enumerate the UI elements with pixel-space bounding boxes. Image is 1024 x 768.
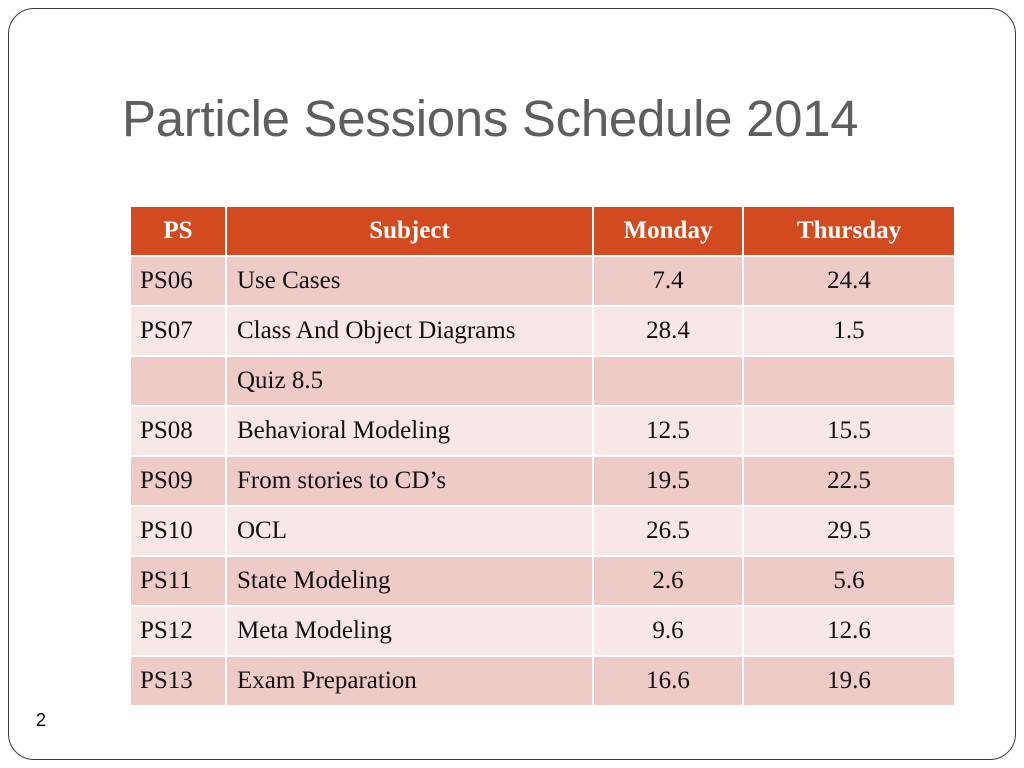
cell-ps: PS10 (129, 505, 227, 557)
cell-monday: 26.5 (592, 505, 744, 557)
cell-thursday: 29.5 (742, 505, 956, 557)
cell-monday: 28.4 (592, 305, 744, 357)
cell-thursday: 24.4 (742, 255, 956, 307)
table-row: PS13 Exam Preparation 16.6 19.6 (129, 655, 956, 707)
cell-thursday (742, 355, 956, 407)
cell-subject: Quiz 8.5 (225, 355, 594, 407)
cell-thursday: 22.5 (742, 455, 956, 507)
schedule-table: PS Subject Monday Thursday PS06 Use Case… (129, 205, 956, 707)
cell-ps: PS07 (129, 305, 227, 357)
cell-subject: State Modeling (225, 555, 594, 607)
cell-subject: Exam Preparation (225, 655, 594, 707)
cell-ps: PS08 (129, 405, 227, 457)
cell-monday (592, 355, 744, 407)
cell-monday: 16.6 (592, 655, 744, 707)
header-ps: PS (129, 205, 227, 257)
cell-ps: PS09 (129, 455, 227, 507)
cell-subject: Use Cases (225, 255, 594, 307)
cell-thursday: 19.6 (742, 655, 956, 707)
cell-monday: 7.4 (592, 255, 744, 307)
cell-monday: 19.5 (592, 455, 744, 507)
cell-subject: Class And Object Diagrams (225, 305, 594, 357)
table-header-row: PS Subject Monday Thursday (129, 205, 956, 257)
table-row: PS09 From stories to CD’s 19.5 22.5 (129, 455, 956, 507)
slide-title: Particle Sessions Schedule 2014 (122, 90, 859, 147)
header-monday: Monday (592, 205, 744, 257)
cell-subject: OCL (225, 505, 594, 557)
cell-thursday: 5.6 (742, 555, 956, 607)
cell-thursday: 12.6 (742, 605, 956, 657)
table-row: PS12 Meta Modeling 9.6 12.6 (129, 605, 956, 657)
cell-thursday: 15.5 (742, 405, 956, 457)
cell-ps: PS11 (129, 555, 227, 607)
page-number: 2 (36, 710, 47, 730)
cell-ps (129, 355, 227, 407)
cell-thursday: 1.5 (742, 305, 956, 357)
cell-subject: Meta Modeling (225, 605, 594, 657)
cell-ps: PS12 (129, 605, 227, 657)
table-row: PS10 OCL 26.5 29.5 (129, 505, 956, 557)
table-row: PS07 Class And Object Diagrams 28.4 1.5 (129, 305, 956, 357)
header-subject: Subject (225, 205, 594, 257)
table-row: PS11 State Modeling 2.6 5.6 (129, 555, 956, 607)
table-row: Quiz 8.5 (129, 355, 956, 407)
cell-subject: Behavioral Modeling (225, 405, 594, 457)
slide-frame: Particle Sessions Schedule 2014 PS Subje… (8, 8, 1016, 760)
cell-monday: 9.6 (592, 605, 744, 657)
table-row: PS08 Behavioral Modeling 12.5 15.5 (129, 405, 956, 457)
cell-monday: 12.5 (592, 405, 744, 457)
cell-ps: PS13 (129, 655, 227, 707)
cell-subject: From stories to CD’s (225, 455, 594, 507)
cell-monday: 2.6 (592, 555, 744, 607)
table-row: PS06 Use Cases 7.4 24.4 (129, 255, 956, 307)
header-thursday: Thursday (742, 205, 956, 257)
cell-ps: PS06 (129, 255, 227, 307)
